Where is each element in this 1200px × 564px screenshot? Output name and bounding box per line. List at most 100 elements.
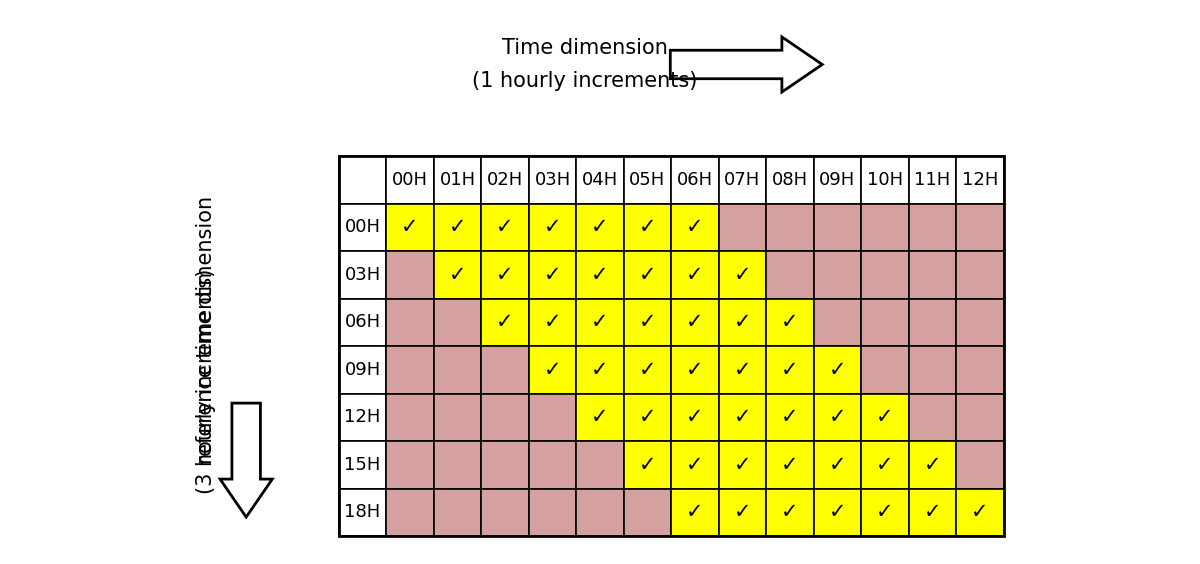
Text: ✓: ✓: [781, 455, 799, 475]
Bar: [767, 156, 814, 204]
Bar: [862, 441, 908, 488]
Bar: [814, 394, 862, 441]
Bar: [433, 346, 481, 394]
Text: ✓: ✓: [829, 503, 846, 522]
Bar: [529, 488, 576, 536]
Bar: [719, 251, 767, 298]
Bar: [956, 204, 1003, 251]
Text: ✓: ✓: [829, 455, 846, 475]
Bar: [576, 346, 624, 394]
Bar: [338, 394, 386, 441]
Bar: [433, 441, 481, 488]
Bar: [908, 251, 956, 298]
Text: ✓: ✓: [733, 360, 751, 380]
Bar: [481, 204, 529, 251]
Text: ✓: ✓: [592, 265, 608, 285]
Text: 06H: 06H: [677, 171, 713, 189]
Bar: [338, 156, 386, 204]
Text: ✓: ✓: [733, 503, 751, 522]
Bar: [814, 441, 862, 488]
Bar: [386, 204, 433, 251]
Bar: [624, 346, 671, 394]
Text: ✓: ✓: [876, 407, 894, 428]
Bar: [719, 441, 767, 488]
Bar: [767, 488, 814, 536]
Text: ✓: ✓: [686, 217, 703, 237]
Text: ✓: ✓: [592, 407, 608, 428]
Text: ✓: ✓: [781, 407, 799, 428]
Text: ✓: ✓: [544, 265, 562, 285]
Bar: [767, 346, 814, 394]
Text: 11H: 11H: [914, 171, 950, 189]
Text: 00H: 00H: [392, 171, 428, 189]
Bar: [956, 251, 1003, 298]
Bar: [576, 251, 624, 298]
Bar: [671, 251, 719, 298]
Text: ✓: ✓: [829, 360, 846, 380]
Text: ✓: ✓: [401, 217, 419, 237]
Bar: [433, 156, 481, 204]
Bar: [956, 394, 1003, 441]
Bar: [338, 346, 386, 394]
Bar: [908, 298, 956, 346]
Bar: [862, 298, 908, 346]
Text: ✓: ✓: [829, 407, 846, 428]
Bar: [719, 394, 767, 441]
Text: ✓: ✓: [638, 455, 656, 475]
Bar: [386, 156, 433, 204]
Text: ✓: ✓: [686, 360, 703, 380]
Bar: [908, 488, 956, 536]
Bar: [386, 298, 433, 346]
Bar: [386, 488, 433, 536]
Text: ✓: ✓: [686, 265, 703, 285]
Text: ✓: ✓: [544, 312, 562, 332]
Bar: [719, 298, 767, 346]
Bar: [956, 298, 1003, 346]
Bar: [671, 298, 719, 346]
Bar: [719, 488, 767, 536]
Text: ✓: ✓: [733, 312, 751, 332]
Polygon shape: [220, 403, 272, 517]
Bar: [671, 488, 719, 536]
Text: 02H: 02H: [487, 171, 523, 189]
Text: 09H: 09H: [344, 361, 380, 379]
Bar: [862, 346, 908, 394]
Bar: [481, 346, 529, 394]
Text: ✓: ✓: [876, 455, 894, 475]
Text: ✓: ✓: [876, 503, 894, 522]
Text: ✓: ✓: [686, 407, 703, 428]
Text: ✓: ✓: [449, 217, 467, 237]
Bar: [576, 488, 624, 536]
Text: ✓: ✓: [781, 360, 799, 380]
Text: ✓: ✓: [544, 217, 562, 237]
Bar: [671, 156, 719, 204]
Text: 09H: 09H: [820, 171, 856, 189]
Text: ✓: ✓: [733, 455, 751, 475]
Bar: [908, 441, 956, 488]
Bar: [576, 156, 624, 204]
Bar: [576, 441, 624, 488]
Text: ✓: ✓: [733, 265, 751, 285]
Text: ✓: ✓: [592, 312, 608, 332]
Bar: [862, 204, 908, 251]
Bar: [529, 156, 576, 204]
Text: ✓: ✓: [781, 503, 799, 522]
Bar: [956, 488, 1003, 536]
Bar: [624, 441, 671, 488]
Bar: [956, 441, 1003, 488]
Text: ✓: ✓: [686, 503, 703, 522]
Text: ✓: ✓: [924, 455, 941, 475]
Bar: [433, 394, 481, 441]
Text: 05H: 05H: [629, 171, 666, 189]
Bar: [529, 204, 576, 251]
Text: ✓: ✓: [497, 265, 514, 285]
Text: ✓: ✓: [592, 360, 608, 380]
Bar: [671, 441, 719, 488]
Bar: [529, 346, 576, 394]
Bar: [767, 251, 814, 298]
Bar: [908, 394, 956, 441]
Bar: [386, 441, 433, 488]
Bar: [433, 298, 481, 346]
Bar: [529, 394, 576, 441]
Bar: [862, 488, 908, 536]
